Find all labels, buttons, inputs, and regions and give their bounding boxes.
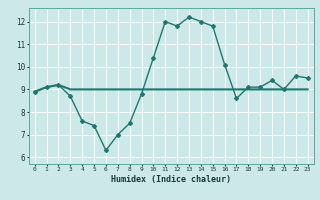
X-axis label: Humidex (Indice chaleur): Humidex (Indice chaleur) <box>111 175 231 184</box>
